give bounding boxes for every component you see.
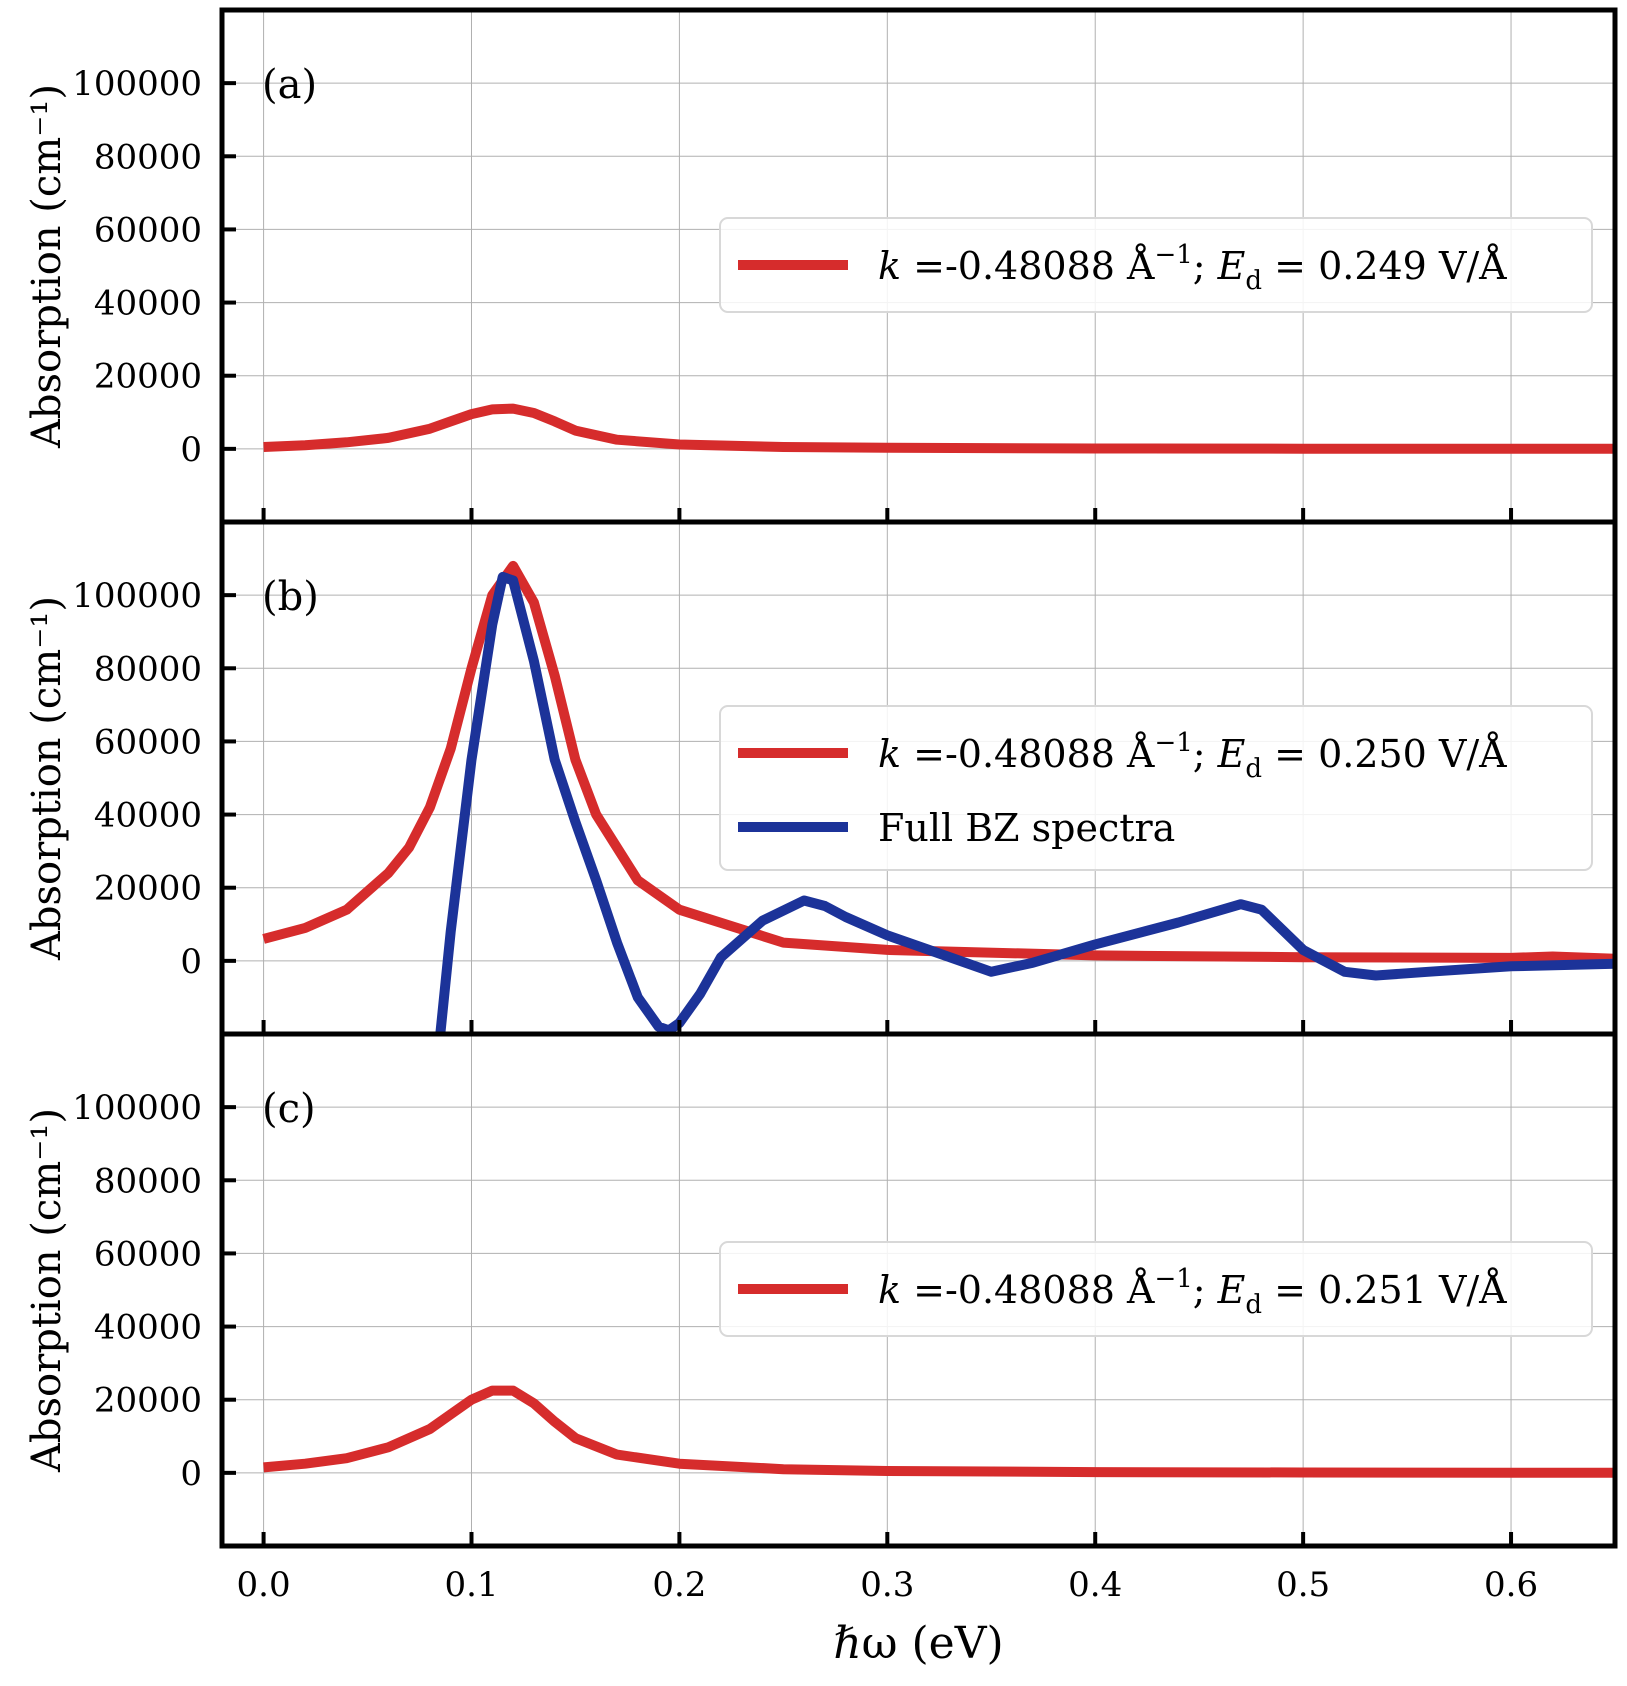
legend-label: k =-0.48088 Å−1; Ed = 0.251 V/Å [878, 1264, 1507, 1320]
y-tick-label: 0 [180, 430, 202, 470]
legend-e-subscript: d [1245, 1290, 1262, 1320]
legend-label: k =-0.48088 Å−1; Ed = 0.250 V/Å [878, 728, 1507, 784]
series-line-single-k [262, 560, 1615, 964]
y-tick-label: 80000 [94, 137, 202, 177]
y-tick-label: 100000 [72, 576, 202, 616]
legend-box [719, 1241, 1593, 1337]
legend-k-exponent: −1 [1154, 728, 1192, 758]
y-tick-label: 20000 [94, 1381, 202, 1421]
y-axis-label: Absorption (cm⁻¹) [24, 1108, 70, 1473]
y-tick-label: 0 [180, 942, 202, 982]
series-line-full-bz [435, 571, 1615, 1034]
y-tick-label: 100000 [72, 1088, 202, 1128]
x-tick-label: 0.6 [1484, 1565, 1538, 1605]
y-axis-label: Absorption (cm⁻¹) [24, 84, 70, 449]
x-tick-label: 0.3 [860, 1565, 914, 1605]
x-tick-label: 0.0 [237, 1565, 291, 1605]
panel-label: (c) [262, 1086, 316, 1132]
panel-frame [219, 1031, 1618, 1549]
legend-k-exponent: −1 [1154, 240, 1192, 270]
y-tick-label: 40000 [94, 796, 202, 836]
legend-box [719, 705, 1593, 871]
x-tick-label: 0.4 [1068, 1565, 1122, 1605]
x-tick-label: 0.5 [1276, 1565, 1330, 1605]
legend-k-value: =-0.48088 Å [901, 244, 1155, 288]
legend-label-text: Full BZ spectra [878, 806, 1175, 850]
legend-e-symbol: E [1217, 732, 1246, 776]
panel-label: (b) [262, 574, 319, 620]
x-tick-label: 0.1 [444, 1565, 498, 1605]
y-tick-label: 100000 [72, 64, 202, 104]
y-tick-label: 60000 [94, 1234, 202, 1274]
y-tick-label: 0 [180, 1454, 202, 1494]
legend-k-symbol: k [878, 732, 901, 776]
legend-e-value: = 0.250 V/Å [1262, 732, 1507, 776]
legend-k-symbol: k [878, 244, 901, 288]
series-line-single-k [263, 1385, 1615, 1478]
y-axis-label: Absorption (cm⁻¹) [24, 596, 70, 961]
y-tick-label: 60000 [94, 722, 202, 762]
legend-e-symbol: E [1217, 244, 1246, 288]
y-tick-label: 60000 [94, 210, 202, 250]
legend-e-symbol: E [1217, 1268, 1246, 1312]
y-tick-label: 80000 [94, 649, 202, 689]
legend-k-value: =-0.48088 Å [901, 732, 1155, 776]
y-tick-label: 80000 [94, 1161, 202, 1201]
legend-e-subscript: d [1245, 266, 1262, 296]
legend-separator: ; [1193, 244, 1218, 288]
x-axis-label: ℏω (eV) [833, 1618, 1003, 1669]
legend-e-subscript: d [1245, 754, 1262, 784]
panel-label: (a) [262, 62, 317, 108]
x-tick-label: 0.2 [652, 1565, 706, 1605]
y-tick-label: 40000 [94, 1308, 202, 1348]
legend: k =-0.48088 Å−1; Ed = 0.251 V/Å [719, 1241, 1593, 1337]
legend-box [719, 217, 1593, 313]
y-tick-label: 20000 [94, 357, 202, 397]
legend-k-symbol: k [878, 1268, 901, 1312]
series-line-single-k [263, 403, 1615, 454]
legend-e-value: = 0.251 V/Å [1262, 1268, 1507, 1312]
legend-k-exponent: −1 [1154, 1264, 1192, 1294]
legend-label: Full BZ spectra [878, 806, 1175, 850]
legend-separator: ; [1193, 1268, 1218, 1312]
legend: k =-0.48088 Å−1; Ed = 0.250 V/Å Full BZ s… [719, 705, 1593, 871]
legend-e-value: = 0.249 V/Å [1262, 244, 1507, 288]
y-tick-label: 40000 [94, 284, 202, 324]
y-tick-label: 20000 [94, 869, 202, 909]
legend-label: k =-0.48088 Å−1; Ed = 0.249 V/Å [878, 240, 1507, 296]
legend-k-value: =-0.48088 Å [901, 1268, 1155, 1312]
legend-separator: ; [1193, 732, 1218, 776]
legend: k =-0.48088 Å−1; Ed = 0.249 V/Å [719, 217, 1593, 313]
